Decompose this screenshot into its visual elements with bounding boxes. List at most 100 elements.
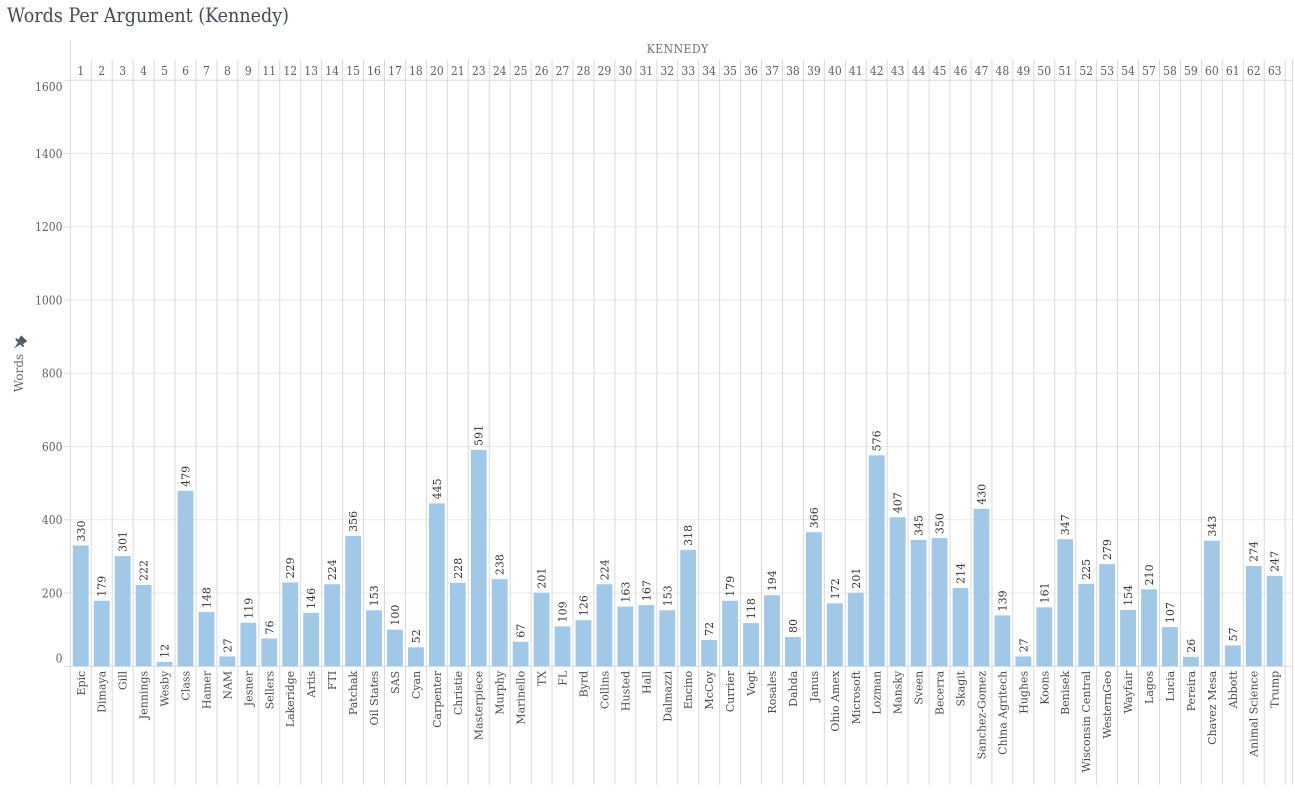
case-label[interactable]: NAM: [221, 671, 234, 700]
case-label[interactable]: Marinello: [515, 670, 528, 724]
bar[interactable]: [261, 638, 278, 667]
bar[interactable]: [952, 587, 969, 667]
case-label[interactable]: Ohio Amex: [829, 670, 842, 732]
case-label[interactable]: Gill: [117, 670, 130, 690]
bar[interactable]: [1120, 609, 1136, 667]
case-label[interactable]: Lucia: [1164, 670, 1177, 701]
bar[interactable]: [1266, 575, 1283, 667]
case-label[interactable]: Masterpiece: [473, 671, 486, 740]
case-label[interactable]: Sanchez-Gomez: [975, 671, 988, 760]
case-label[interactable]: Mansky: [892, 670, 905, 714]
case-label[interactable]: Chavez Mesa: [1206, 670, 1219, 744]
case-label[interactable]: Murphy: [494, 670, 507, 715]
case-label[interactable]: Hughes: [1017, 670, 1030, 713]
case-label[interactable]: Sveen: [913, 671, 926, 705]
case-label[interactable]: Epic: [75, 671, 88, 696]
case-label[interactable]: WesternGeo: [1101, 670, 1114, 738]
bar[interactable]: [512, 641, 529, 667]
bar[interactable]: [743, 623, 759, 667]
case-label[interactable]: Jennings: [138, 670, 151, 720]
case-label[interactable]: Class: [180, 670, 193, 700]
bar[interactable]: [428, 503, 445, 667]
case-label[interactable]: Oil States: [368, 670, 381, 725]
case-label[interactable]: SAS: [389, 671, 402, 694]
bar[interactable]: [1015, 656, 1032, 667]
case-label[interactable]: Wayfair: [1122, 670, 1135, 713]
bar[interactable]: [1036, 607, 1053, 667]
bar[interactable]: [847, 592, 864, 667]
bar[interactable]: [1182, 656, 1199, 667]
case-label[interactable]: Currier: [724, 670, 737, 712]
bar[interactable]: [1203, 540, 1220, 667]
case-label[interactable]: FTI: [326, 671, 339, 690]
case-label[interactable]: Patchak: [347, 670, 360, 715]
case-label[interactable]: Collins: [598, 670, 611, 709]
case-label[interactable]: Byrd: [577, 671, 590, 698]
case-label[interactable]: Benisek: [1059, 670, 1072, 714]
bar[interactable]: [889, 517, 906, 667]
case-label[interactable]: Cyan: [410, 671, 423, 699]
bar[interactable]: [575, 620, 592, 667]
case-label[interactable]: Microsoft: [850, 670, 863, 724]
bar[interactable]: [240, 622, 257, 667]
case-label[interactable]: Dahda: [787, 670, 800, 707]
case-label[interactable]: Hamer: [200, 670, 213, 709]
case-label[interactable]: Animal Science: [1248, 671, 1261, 758]
bar[interactable]: [282, 582, 299, 667]
bar[interactable]: [994, 615, 1011, 667]
bar[interactable]: [219, 656, 236, 667]
bar[interactable]: [1078, 583, 1095, 667]
case-label[interactable]: Artis: [305, 670, 318, 698]
case-label[interactable]: Janus: [808, 670, 821, 702]
case-label[interactable]: Becerra: [934, 670, 947, 715]
bar[interactable]: [366, 610, 382, 667]
case-label[interactable]: Carpenter: [431, 670, 444, 728]
bar[interactable]: [533, 592, 550, 667]
case-label[interactable]: Lagos: [1143, 670, 1156, 704]
bar[interactable]: [135, 584, 152, 667]
bar[interactable]: [1245, 565, 1262, 667]
case-label[interactable]: Dimaya: [96, 670, 109, 713]
case-label[interactable]: Hall: [640, 670, 653, 694]
bar[interactable]: [973, 508, 990, 667]
case-label[interactable]: McCoy: [703, 670, 716, 709]
case-label[interactable]: TX: [536, 671, 549, 686]
bar[interactable]: [156, 661, 173, 667]
bar[interactable]: [785, 637, 801, 667]
case-label[interactable]: Lakeridge: [284, 671, 297, 727]
case-label[interactable]: Husted: [619, 671, 632, 711]
bar[interactable]: [324, 584, 341, 667]
case-label[interactable]: Lozman: [871, 671, 884, 715]
bar[interactable]: [470, 449, 487, 667]
case-label[interactable]: Skagit: [955, 670, 968, 706]
case-label[interactable]: Christie: [452, 671, 465, 715]
bar[interactable]: [826, 603, 843, 667]
bar[interactable]: [72, 545, 89, 667]
bar[interactable]: [407, 647, 424, 667]
bar[interactable]: [617, 606, 634, 667]
case-label[interactable]: Wesby: [159, 670, 172, 707]
bar[interactable]: [659, 610, 676, 667]
bar[interactable]: [491, 579, 508, 667]
case-label[interactable]: Sellers: [263, 670, 276, 709]
bar[interactable]: [638, 605, 655, 667]
case-label[interactable]: Trump: [1269, 671, 1282, 708]
bar[interactable]: [387, 629, 403, 667]
bar[interactable]: [449, 582, 466, 667]
bar[interactable]: [910, 539, 927, 667]
case-label[interactable]: Encino: [682, 670, 695, 709]
bar[interactable]: [345, 535, 361, 667]
case-label[interactable]: China Agritech: [996, 671, 1009, 755]
bar[interactable]: [1162, 627, 1178, 667]
bar[interactable]: [1099, 564, 1116, 667]
bar[interactable]: [1141, 589, 1157, 667]
bar[interactable]: [722, 600, 739, 667]
bar[interactable]: [1057, 539, 1074, 667]
bar[interactable]: [1224, 645, 1241, 667]
case-label[interactable]: Dalmazzi: [661, 670, 674, 721]
case-label[interactable]: Pereira: [1185, 670, 1198, 711]
bar[interactable]: [680, 549, 697, 667]
case-label[interactable]: Jesner: [242, 670, 255, 707]
bar[interactable]: [805, 532, 822, 667]
case-label[interactable]: Abbott: [1227, 670, 1240, 709]
